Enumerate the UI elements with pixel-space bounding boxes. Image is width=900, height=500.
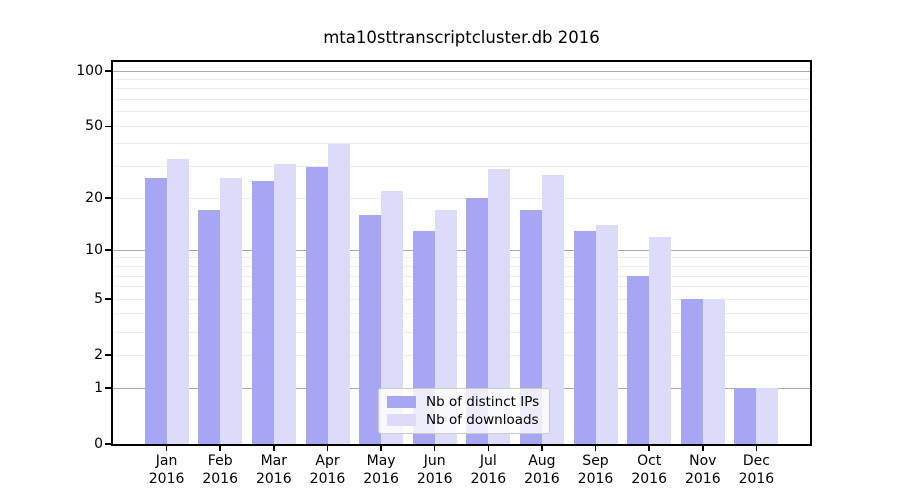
minor-gridline [113, 197, 810, 199]
bar-feb-distinct-ips [198, 210, 221, 444]
legend-label-downloads: Nb of downloads [426, 411, 539, 428]
y-tick [105, 443, 111, 445]
x-tick-label: Oct 2016 [631, 453, 668, 487]
bar-aug-downloads [541, 174, 564, 444]
legend-label-distinct-ips: Nb of distinct IPs [426, 394, 540, 411]
y-tick [105, 354, 111, 356]
legend: Nb of distinct IPs Nb of downloads [378, 388, 550, 434]
y-tick-label: 1 [94, 380, 103, 396]
legend-swatch-downloads [387, 413, 416, 426]
bar-aug-distinct-ips [519, 210, 542, 444]
x-tick [433, 446, 436, 451]
x-tick [326, 446, 329, 451]
minor-gridline [113, 88, 810, 90]
y-tick-label: 10 [85, 242, 103, 259]
bar-jan-downloads [166, 159, 189, 444]
bar-mar-distinct-ips [251, 180, 274, 444]
plot-frame [111, 60, 812, 446]
x-tick-label: Mar 2016 [255, 453, 292, 487]
x-tick-label: Apr 2016 [309, 453, 346, 487]
minor-gridline [113, 275, 810, 277]
bar-may-downloads [381, 190, 404, 444]
minor-gridline [113, 79, 810, 80]
bar-apr-distinct-ips [305, 166, 328, 444]
bar-jul-distinct-ips [466, 198, 489, 444]
x-tick [541, 446, 543, 451]
x-tick-label: Aug 2016 [524, 453, 560, 487]
bar-dec-distinct-ips [734, 388, 757, 444]
y-tick [105, 70, 111, 72]
minor-gridline [113, 143, 810, 145]
axis-ticks-layer: 100 50 20 10 5 2 1 0 Jan 2016 Feb 2016 Mar 2016 Apr… [76, 62, 810, 486]
y-tick-label: 5 [94, 291, 103, 308]
minor-gridline [113, 166, 810, 167]
y-tick-label: 100 [76, 63, 103, 80]
bar-jan-distinct-ips [144, 177, 167, 444]
legend-swatch-distinct-ips [387, 396, 416, 409]
x-tick [487, 446, 490, 451]
x-tick [165, 446, 168, 451]
minor-gridline [113, 286, 810, 288]
x-tick [755, 446, 758, 451]
x-tick [702, 446, 704, 451]
chart-title: mta10sttranscriptcluster.db 2016 [323, 28, 600, 47]
bar-jun-downloads [434, 210, 457, 444]
minor-gridline [113, 111, 810, 113]
x-tick [648, 446, 650, 451]
minor-gridline [113, 257, 810, 259]
x-tick-label: Sep 2016 [577, 453, 614, 487]
x-tick [380, 446, 382, 451]
x-tick-label: Feb 2016 [202, 453, 239, 487]
bar-feb-downloads [220, 177, 243, 444]
minor-gridline [113, 125, 810, 127]
minor-gridline [113, 331, 810, 333]
x-tick [219, 446, 221, 451]
minor-gridline [113, 313, 810, 315]
major-gridline [113, 249, 810, 251]
x-tick-label: Dec 2016 [738, 453, 775, 487]
y-tick-label: 0 [94, 436, 103, 452]
bar-nov-distinct-ips [680, 299, 703, 444]
plot-area: 100 50 20 10 5 2 1 0 Jan 2016 Feb 2016 Mar 2016 Apr… [76, 60, 812, 487]
minor-gridline [113, 266, 810, 267]
x-tick [273, 446, 275, 451]
x-tick-label: Nov 2016 [684, 453, 721, 487]
y-tick [105, 298, 111, 300]
minor-gridline [113, 354, 810, 356]
bar-sep-downloads [595, 225, 618, 444]
major-gridline [113, 70, 810, 72]
y-tick-label: 2 [94, 347, 103, 364]
y-tick [105, 125, 111, 128]
legend-item-downloads: Nb of downloads [387, 412, 541, 428]
legend-item-distinct-ips: Nb of distinct IPs [387, 394, 541, 410]
bar-nov-downloads [702, 299, 725, 444]
bar-jul-downloads [488, 169, 511, 444]
bar-oct-distinct-ips [627, 276, 650, 444]
y-tick-label: 50 [85, 118, 103, 135]
x-tick-label: May 2016 [363, 453, 399, 487]
minor-gridline [113, 298, 810, 300]
bar-oct-downloads [649, 236, 672, 444]
bar-apr-downloads [327, 143, 350, 444]
bar-dec-downloads [756, 388, 779, 444]
bar-sep-distinct-ips [573, 230, 596, 444]
x-tick-label: Jan 2016 [148, 453, 185, 487]
bar-mar-downloads [273, 163, 296, 444]
y-tick [105, 249, 111, 251]
y-tick [105, 387, 111, 389]
y-tick-label: 20 [85, 190, 103, 206]
minor-gridline [113, 99, 810, 101]
x-tick-label: Jul 2016 [470, 453, 507, 487]
bar-may-distinct-ips [359, 215, 382, 444]
x-tick-label: Jun 2016 [416, 453, 453, 487]
y-tick [105, 197, 111, 199]
x-tick [594, 446, 597, 451]
